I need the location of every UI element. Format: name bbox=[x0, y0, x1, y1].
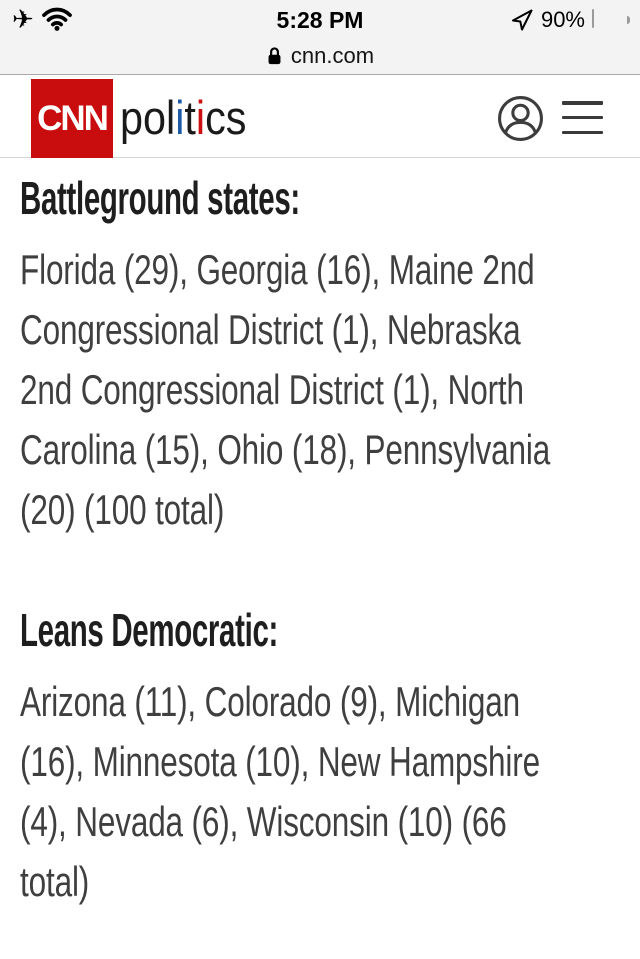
battleground-states-list: Florida (29), Georgia (16), Maine 2nd Con… bbox=[20, 240, 620, 540]
wordmark-segment: cs bbox=[205, 91, 247, 144]
menu-icon[interactable] bbox=[562, 101, 603, 134]
body-text-line: total) bbox=[20, 858, 90, 905]
site-header: CNN politics bbox=[0, 75, 640, 158]
body-text-line: 2nd Congressional District (1), North bbox=[20, 366, 524, 413]
wordmark-segment: i bbox=[195, 91, 206, 144]
cnn-logo[interactable]: CNN bbox=[31, 79, 113, 158]
body-text-line: (20) (100 total) bbox=[20, 486, 225, 533]
lock-icon bbox=[268, 46, 281, 64]
wifi-icon bbox=[41, 7, 72, 31]
section-heading-leans-democratic: Leans Democratic: bbox=[20, 604, 278, 656]
wordmark-segment: i bbox=[175, 91, 185, 144]
wordmark-segment: t bbox=[184, 91, 196, 144]
wordmark-segment: pol bbox=[120, 91, 176, 144]
airplane-mode-icon: ✈ bbox=[12, 4, 34, 34]
battery-icon bbox=[592, 9, 630, 30]
account-icon[interactable] bbox=[496, 94, 545, 143]
body-text-line: Florida (29), Georgia (16), Maine 2nd bbox=[20, 246, 535, 293]
body-text-line: Congressional District (1), Nebraska bbox=[20, 306, 521, 353]
body-text-line: Carolina (15), Ohio (18), Pennsylvania bbox=[20, 426, 551, 473]
section-heading-battleground: Battleground states: bbox=[20, 172, 300, 224]
article-content: Battleground states: Florida (29), Georg… bbox=[0, 172, 640, 912]
body-text-line: (16), Minnesota (10), New Hampshire bbox=[20, 738, 540, 785]
location-services-icon bbox=[511, 9, 533, 31]
browser-chrome: ✈ 5:28 PM 90% cnn.com bbox=[0, 0, 640, 75]
leans-democratic-states-list: Arizona (11), Colorado (9), Michigan (16)… bbox=[20, 672, 620, 912]
status-time: 5:28 PM bbox=[276, 7, 364, 33]
url-bar[interactable]: cnn.com bbox=[0, 38, 640, 74]
body-text-line: Arizona (11), Colorado (9), Michigan bbox=[20, 678, 520, 725]
battery-percent: 90% bbox=[540, 7, 585, 32]
body-text-line: (4), Nevada (6), Wisconsin (10) (66 bbox=[20, 798, 507, 845]
politics-wordmark[interactable]: politics bbox=[120, 92, 246, 144]
url-text: cnn.com bbox=[290, 43, 375, 68]
status-bar: ✈ 5:28 PM 90% bbox=[0, 0, 640, 38]
